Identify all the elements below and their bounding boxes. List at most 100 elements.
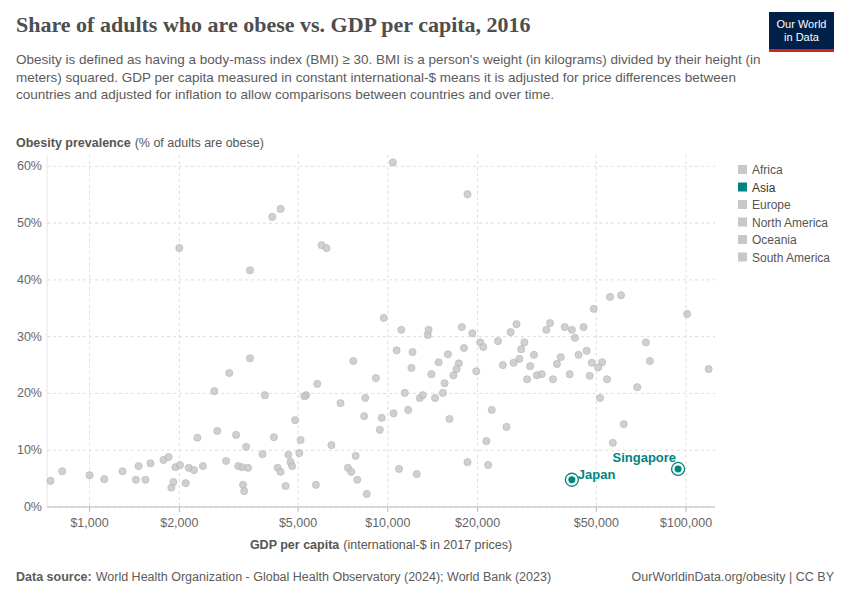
point[interactable] <box>323 245 330 252</box>
logo[interactable]: Our Worldin Data <box>769 12 834 52</box>
point[interactable] <box>568 476 576 484</box>
point[interactable] <box>464 191 471 198</box>
point[interactable] <box>176 461 183 468</box>
legend-label[interactable]: South America <box>752 251 830 265</box>
legend-swatch[interactable] <box>738 218 747 227</box>
point[interactable] <box>609 439 616 446</box>
point[interactable] <box>409 348 416 355</box>
point[interactable] <box>328 442 335 449</box>
point[interactable] <box>147 460 154 467</box>
point[interactable] <box>561 323 568 330</box>
point[interactable] <box>337 400 344 407</box>
point[interactable] <box>354 476 361 483</box>
point[interactable] <box>599 359 606 366</box>
point[interactable] <box>617 292 624 299</box>
legend-swatch[interactable] <box>738 235 747 244</box>
point[interactable] <box>282 482 289 489</box>
point[interactable] <box>435 359 442 366</box>
point[interactable] <box>301 393 308 400</box>
point[interactable] <box>425 326 432 333</box>
point[interactable] <box>241 488 248 495</box>
point[interactable] <box>390 410 397 417</box>
point[interactable] <box>446 415 453 422</box>
point[interactable] <box>705 365 712 372</box>
point[interactable] <box>521 339 528 346</box>
point[interactable] <box>606 293 613 300</box>
point[interactable] <box>296 449 303 456</box>
point[interactable] <box>419 392 426 399</box>
point[interactable] <box>233 431 240 438</box>
point[interactable] <box>513 321 520 328</box>
point[interactable] <box>460 344 467 351</box>
point[interactable] <box>259 451 266 458</box>
point[interactable] <box>575 351 582 358</box>
point[interactable] <box>566 371 573 378</box>
point[interactable] <box>170 478 177 485</box>
point[interactable] <box>405 406 412 413</box>
point[interactable] <box>543 326 550 333</box>
point[interactable] <box>297 436 304 443</box>
legend-label[interactable]: Asia <box>752 181 776 195</box>
point[interactable] <box>603 376 610 383</box>
legend-swatch[interactable] <box>738 200 747 209</box>
point[interactable] <box>246 355 253 362</box>
url[interactable]: OurWorldinData.org/obesity | CC BY <box>632 570 835 584</box>
point[interactable] <box>538 371 545 378</box>
point[interactable] <box>361 413 368 420</box>
legend-swatch[interactable] <box>738 253 747 262</box>
point[interactable] <box>553 360 560 367</box>
point[interactable] <box>378 414 385 421</box>
point[interactable] <box>376 426 383 433</box>
legend-swatch[interactable] <box>738 183 747 192</box>
legend-label[interactable]: North America <box>752 216 828 230</box>
point[interactable] <box>441 380 448 387</box>
point[interactable] <box>362 394 369 401</box>
point[interactable] <box>243 443 250 450</box>
point[interactable] <box>211 388 218 395</box>
point[interactable] <box>59 468 66 475</box>
point[interactable] <box>439 389 446 396</box>
point[interactable] <box>190 466 197 473</box>
point[interactable] <box>620 421 627 428</box>
point[interactable] <box>312 481 319 488</box>
point[interactable] <box>464 459 471 466</box>
legend-label[interactable]: Africa <box>752 163 783 177</box>
point[interactable] <box>458 323 465 330</box>
point[interactable] <box>444 351 451 358</box>
point[interactable] <box>469 330 476 337</box>
point[interactable] <box>292 417 299 424</box>
point[interactable] <box>642 339 649 346</box>
point[interactable] <box>516 355 523 362</box>
point[interactable] <box>580 323 587 330</box>
point[interactable] <box>119 468 126 475</box>
point[interactable] <box>568 326 575 333</box>
point[interactable] <box>674 465 682 473</box>
point[interactable] <box>165 453 172 460</box>
point[interactable] <box>239 481 246 488</box>
point[interactable] <box>684 310 691 317</box>
point[interactable] <box>503 423 510 430</box>
point[interactable] <box>590 305 597 312</box>
point[interactable] <box>363 490 370 497</box>
point[interactable] <box>507 329 514 336</box>
point[interactable] <box>277 468 284 475</box>
point[interactable] <box>214 427 221 434</box>
point[interactable] <box>352 452 359 459</box>
point[interactable] <box>428 371 435 378</box>
point[interactable] <box>199 463 206 470</box>
point[interactable] <box>244 464 251 471</box>
point[interactable] <box>586 372 593 379</box>
point[interactable] <box>348 468 355 475</box>
point[interactable] <box>194 434 201 441</box>
point[interactable] <box>289 463 296 470</box>
point[interactable] <box>101 476 108 483</box>
point[interactable] <box>488 406 495 413</box>
point[interactable] <box>480 343 487 350</box>
point[interactable] <box>530 351 537 358</box>
point[interactable] <box>483 438 490 445</box>
point[interactable] <box>547 319 554 326</box>
point[interactable] <box>453 365 460 372</box>
point[interactable] <box>372 375 379 382</box>
point[interactable] <box>597 394 604 401</box>
point[interactable] <box>246 267 253 274</box>
